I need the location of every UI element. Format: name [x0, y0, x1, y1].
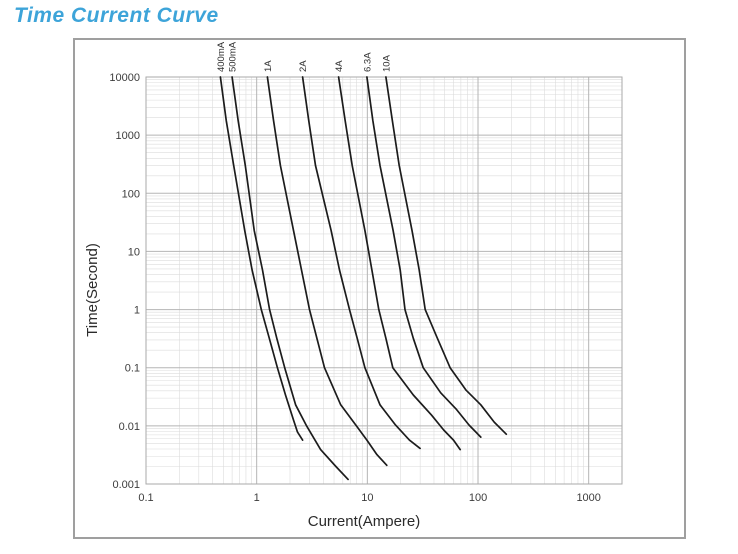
grid-minor-lines	[146, 77, 622, 484]
y-tick-label: 10	[128, 246, 140, 258]
x-axis-title: Current(Ampere)	[308, 513, 421, 530]
y-tick-label: 10000	[109, 72, 140, 84]
curve-4a	[337, 76, 462, 451]
curve-label-4a: 4A	[334, 60, 345, 72]
y-tick-label: 0.001	[112, 479, 140, 491]
y-tick-label: 1000	[116, 130, 140, 142]
curve-labels: 400mA 500mA 1A 2A 4A 6.3A 10A	[216, 41, 392, 72]
curve-1a	[266, 76, 388, 467]
curve-2a	[301, 76, 421, 450]
page-title: Time Current Curve	[14, 4, 219, 27]
x-tick-label: 1	[254, 492, 260, 504]
curve-label-500ma: 500mA	[228, 41, 239, 72]
curve-10a	[385, 76, 508, 436]
x-tick-label: 1000	[576, 492, 600, 504]
curve-label-400ma: 400mA	[216, 41, 227, 72]
y-tick-label: 0.1	[125, 363, 140, 375]
y-axis-title: Time(Second)	[84, 243, 101, 337]
x-tick-label: 100	[469, 492, 487, 504]
curve-label-10a: 10A	[381, 54, 392, 72]
curve-label-6-3a: 6.3A	[362, 52, 373, 72]
plot-area-border	[145, 76, 623, 485]
y-tick-label: 1	[134, 305, 140, 317]
y-tick-label: 100	[122, 188, 140, 200]
plot-border	[145, 76, 623, 485]
curve-label-1a: 1A	[263, 60, 274, 72]
curves	[219, 76, 508, 481]
y-tick-label: 0.01	[119, 421, 140, 433]
x-tick-label: 10	[361, 492, 373, 504]
chart-box: 10000 1000 100 10 1 0.1 0.01 0.001 0.1 1 10 100 1000…	[73, 38, 686, 539]
curve-500ma	[231, 76, 349, 481]
curve-label-2a: 2A	[298, 60, 309, 72]
x-tick-label: 0.1	[138, 492, 153, 504]
curve-400ma	[219, 76, 304, 441]
curve-6-3a	[366, 76, 482, 438]
